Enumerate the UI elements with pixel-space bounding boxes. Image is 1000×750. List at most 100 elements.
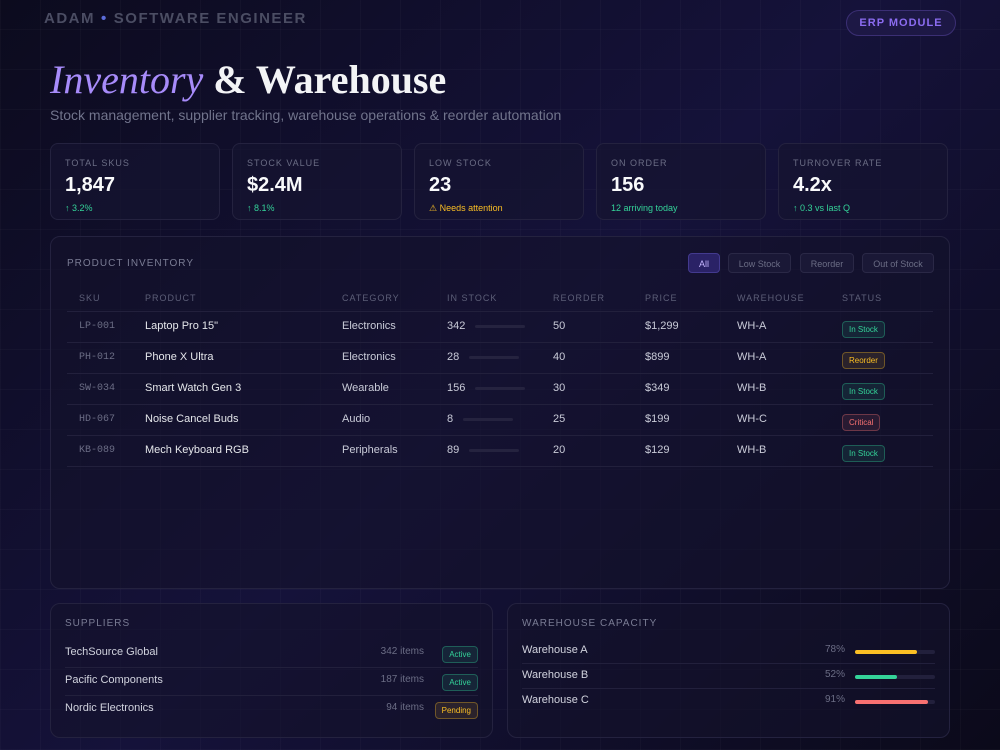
kpi-card: TURNOVER RATE 4.2x ↑ 0.3 vs last Q <box>778 143 948 220</box>
cell: $349 <box>645 382 670 394</box>
supplier-items: 342 items <box>380 646 424 657</box>
module-badge: ERP MODULE <box>846 10 956 36</box>
sku: SW-034 <box>79 383 116 394</box>
cell: WH-A <box>737 320 767 332</box>
column-header: STATUS <box>842 293 883 303</box>
supplier-status: Active <box>442 674 478 691</box>
stock-cell: 8 <box>447 413 514 425</box>
kpi-note: ↑ 0.3 vs last Q <box>793 203 851 213</box>
column-header: REORDER <box>553 293 606 303</box>
warehouse-name: Warehouse C <box>522 694 589 706</box>
column-header: SKU <box>79 293 101 303</box>
title-highlight: Inventory <box>50 57 204 102</box>
inventory-panel: PRODUCT INVENTORY All Low Stock Reorder Out… <box>50 236 950 589</box>
kpi-card: LOW STOCK 23 ⚠ Needs attention <box>414 143 584 220</box>
role: SOFTWARE ENGINEER <box>113 10 307 27</box>
row-rule <box>67 342 933 343</box>
panel-title: SUPPLIERS <box>65 618 131 629</box>
cell: $1,299 <box>645 320 679 332</box>
suppliers-panel: SUPPLIERS TechSource Global 342 items Acti… <box>50 603 493 738</box>
warehouse-name: Warehouse A <box>522 644 588 656</box>
kpi-value: 1,847 <box>65 174 116 196</box>
stock-track <box>475 324 526 328</box>
row-rule <box>67 373 933 374</box>
column-header: PRICE <box>645 293 678 303</box>
cell: 20 <box>553 444 566 456</box>
status-badge: In Stock <box>842 445 885 462</box>
stock-track <box>463 417 514 421</box>
filter-button[interactable]: Low Stock <box>728 253 791 273</box>
stock-track <box>469 448 520 452</box>
author: ADAM <box>44 10 95 27</box>
panel-title: WAREHOUSE CAPACITY <box>522 618 658 629</box>
cell: Electronics <box>342 351 396 363</box>
column-header: IN STOCK <box>447 293 498 303</box>
filter-button[interactable]: Out of Stock <box>862 253 934 273</box>
cell: $899 <box>645 351 670 363</box>
kpi-value: $2.4M <box>247 174 303 196</box>
kpi-card: STOCK VALUE $2.4M ↑ 8.1% <box>232 143 402 220</box>
row-rule <box>67 435 933 436</box>
status-badge: In Stock <box>842 321 885 338</box>
cell: $199 <box>645 413 670 425</box>
row-rule <box>67 466 933 467</box>
kpi-value: 156 <box>611 174 645 196</box>
row-rule <box>522 688 935 689</box>
stock-track <box>475 386 526 390</box>
column-header: WAREHOUSE <box>737 293 805 303</box>
separator: • <box>101 10 108 27</box>
kpi-value: 23 <box>429 174 452 196</box>
row-rule <box>65 695 478 696</box>
capacity-label: 52% <box>824 669 845 680</box>
row-rule <box>522 663 935 664</box>
panel-title: PRODUCT INVENTORY <box>67 258 195 269</box>
capacity-bar <box>855 700 928 704</box>
cell: Noise Cancel Buds <box>145 413 239 425</box>
kpi-label: LOW STOCK <box>429 158 492 168</box>
kpi-card: ON ORDER 156 12 arriving today <box>596 143 766 220</box>
row-rule <box>65 667 478 668</box>
cell: 50 <box>553 320 566 332</box>
kpi-label: TOTAL SKUS <box>65 158 130 168</box>
kpi-label: TURNOVER RATE <box>793 158 883 168</box>
cell: Mech Keyboard RGB <box>145 444 249 456</box>
cell: WH-C <box>737 413 767 425</box>
supplier-status: Pending <box>434 702 478 719</box>
cell: Laptop Pro 15" <box>145 320 219 332</box>
stock-cell: 28 <box>447 351 520 363</box>
supplier-status: Active <box>442 646 478 663</box>
capacity-bar <box>855 650 918 654</box>
cell: Wearable <box>342 382 389 394</box>
capacity-track <box>855 700 935 704</box>
kpi-note: ↑ 8.1% <box>247 203 275 213</box>
kpi-note: 12 arriving today <box>611 203 678 213</box>
cell: Peripherals <box>342 444 398 456</box>
filter-button[interactable]: Reorder <box>800 253 854 273</box>
kpi-note: ⚠ Needs attention <box>429 203 503 213</box>
stock-track <box>469 355 520 359</box>
cell: Smart Watch Gen 3 <box>145 382 242 394</box>
capacity-label: 78% <box>824 644 845 655</box>
cell: $129 <box>645 444 670 456</box>
stock-count: 156 <box>447 382 466 394</box>
kpi-label: STOCK VALUE <box>247 158 321 168</box>
stock-cell: 342 <box>447 320 526 332</box>
cell: 25 <box>553 413 566 425</box>
stock-cell: 156 <box>447 382 526 394</box>
capacity-panel: WAREHOUSE CAPACITY Warehouse A 78% Warehou… <box>507 603 950 738</box>
cell: WH-B <box>737 444 767 456</box>
capacity-track <box>855 675 935 679</box>
page-title: Inventory & Warehouse <box>50 56 446 103</box>
row-rule <box>67 404 933 405</box>
supplier-name: Pacific Components <box>65 674 163 686</box>
supplier-name: Nordic Electronics <box>65 702 154 714</box>
capacity-bar <box>855 675 897 679</box>
supplier-name: TechSource Global <box>65 646 158 658</box>
stock-count: 342 <box>447 320 466 332</box>
header: ADAM • SOFTWARE ENGINEER <box>44 10 307 27</box>
header-rule <box>67 311 933 312</box>
filter-button[interactable]: All <box>688 253 720 273</box>
status-badge: Reorder <box>842 352 885 369</box>
